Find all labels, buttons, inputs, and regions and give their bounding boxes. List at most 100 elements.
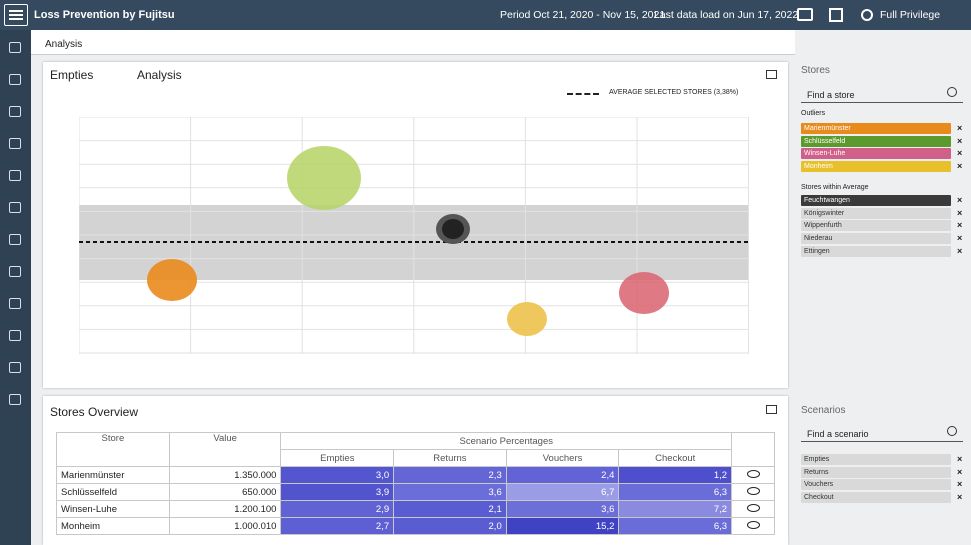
nav-icon[interactable] bbox=[9, 394, 21, 405]
nav-icon[interactable] bbox=[9, 170, 21, 181]
scenario-cell: 2,7 bbox=[280, 517, 395, 535]
header-cell: Vouchers bbox=[505, 449, 620, 467]
header-cell: Returns bbox=[393, 449, 507, 467]
scenario-cell: 3,6 bbox=[505, 500, 620, 518]
store-tag[interactable]: Winsen-Luhe bbox=[801, 148, 951, 160]
eye-icon[interactable] bbox=[746, 469, 760, 478]
cell: 1.350.000 bbox=[168, 466, 282, 484]
eye-cell bbox=[731, 483, 775, 501]
scenario-cell: 6,7 bbox=[505, 483, 620, 501]
table-row: Marienmünster 1.350.000 3,0 2,3 2,4 1,2 bbox=[56, 466, 775, 484]
nav-icon[interactable] bbox=[9, 298, 21, 309]
table-row: Monheim 1.000.010 2,7 2,0 15,2 6,3 bbox=[56, 517, 775, 535]
period: Period Oct 21, 2020 - Nov 15, 2021 bbox=[500, 9, 666, 21]
scenario-cell: 2,1 bbox=[393, 500, 507, 518]
nav-icon[interactable] bbox=[9, 106, 21, 117]
remove-icon[interactable]: × bbox=[957, 479, 963, 490]
tab[interactable]: Analysis bbox=[137, 68, 182, 82]
scenario-cell: 6,3 bbox=[618, 517, 733, 535]
breadcrumb[interactable]: Analysis bbox=[45, 39, 83, 50]
nav-icon[interactable] bbox=[9, 362, 21, 373]
scenario-search[interactable]: Find a scenario bbox=[801, 424, 963, 442]
nav-icon[interactable] bbox=[9, 202, 21, 213]
legend-label: AVERAGE SELECTED STORES (3,38%) bbox=[609, 89, 739, 96]
scenario-cell: 3,6 bbox=[393, 483, 507, 501]
cell: Schlüsselfeld bbox=[56, 483, 170, 501]
nav-icon[interactable] bbox=[9, 330, 21, 341]
scenario-cell: 2,0 bbox=[393, 517, 507, 535]
store-tag[interactable]: Schlüsselfeld bbox=[801, 135, 951, 147]
menu-button[interactable] bbox=[4, 4, 28, 26]
nav-icon[interactable] bbox=[9, 74, 21, 85]
remove-icon[interactable]: × bbox=[957, 466, 963, 477]
header-cell: Store bbox=[56, 432, 170, 467]
scenario-cell: 1,2 bbox=[618, 466, 733, 484]
header: Loss Prevention by Fujitsu Period Oct 21… bbox=[0, 0, 971, 30]
remove-icon[interactable]: × bbox=[957, 454, 963, 464]
legend-line bbox=[567, 93, 599, 95]
header-row: Store Value Scenario Percentages bbox=[56, 432, 775, 467]
scenario-cell: 2,9 bbox=[280, 500, 395, 518]
remove-icon[interactable]: × bbox=[957, 207, 963, 218]
bubble[interactable] bbox=[287, 146, 361, 210]
remove-icon[interactable]: × bbox=[957, 195, 963, 205]
bubble[interactable] bbox=[619, 272, 669, 314]
scenario-cell: 6,3 bbox=[618, 483, 733, 501]
nav-icon[interactable] bbox=[9, 42, 21, 53]
eye-icon[interactable] bbox=[746, 520, 760, 529]
eye-icon[interactable] bbox=[746, 503, 760, 512]
view-icon[interactable] bbox=[766, 405, 777, 414]
chart-panel: Empties Analysis AVERAGE SELECTED STORES… bbox=[43, 62, 788, 388]
eye-cell bbox=[731, 517, 775, 535]
remove-icon[interactable]: × bbox=[957, 492, 963, 503]
store-tag[interactable]: Checkout bbox=[801, 492, 951, 504]
header-cell: Checkout bbox=[618, 449, 733, 467]
stores-title: Stores bbox=[801, 65, 830, 76]
eye-icon[interactable] bbox=[746, 486, 760, 495]
within-title: Stores within Average bbox=[801, 184, 869, 191]
cell: Marienmünster bbox=[56, 466, 170, 484]
table-row: Winsen-Luhe 1.200.100 2,9 2,1 3,6 7,2 bbox=[56, 500, 775, 518]
notification-icon[interactable] bbox=[797, 8, 813, 21]
view-icon[interactable] bbox=[766, 70, 777, 79]
store-tag[interactable]: Wippenfurth bbox=[801, 220, 951, 232]
remove-icon[interactable]: × bbox=[957, 148, 963, 159]
scenario-cell: 7,2 bbox=[618, 500, 733, 518]
store-tag[interactable]: Feuchtwangen bbox=[801, 195, 951, 206]
user-icon[interactable] bbox=[861, 9, 873, 21]
cell: 650.000 bbox=[168, 483, 282, 501]
store-tag[interactable]: Marienmünster bbox=[801, 123, 951, 134]
remove-icon[interactable]: × bbox=[957, 220, 963, 231]
header-cell: Scenario Percentages bbox=[280, 432, 733, 450]
scenario-cell: 2,4 bbox=[505, 466, 620, 484]
nav-icon[interactable] bbox=[9, 234, 21, 245]
store-tag[interactable]: Returns bbox=[801, 466, 951, 478]
remove-icon[interactable]: × bbox=[957, 161, 963, 172]
fullscreen-icon[interactable] bbox=[829, 8, 843, 22]
store-tag[interactable]: Vouchers bbox=[801, 479, 951, 491]
store-search[interactable]: Find a store bbox=[801, 85, 963, 103]
tab[interactable]: Empties bbox=[50, 68, 94, 82]
store-tag[interactable]: Königswinter bbox=[801, 207, 951, 219]
app-title: Loss Prevention by Fujitsu bbox=[34, 9, 175, 21]
remove-icon[interactable]: × bbox=[957, 123, 963, 133]
store-tag[interactable]: Empties bbox=[801, 454, 951, 465]
cell: Monheim bbox=[56, 517, 170, 535]
remove-icon[interactable]: × bbox=[957, 135, 963, 146]
remove-icon[interactable]: × bbox=[957, 245, 963, 256]
bubble[interactable] bbox=[507, 302, 547, 336]
store-tag[interactable]: Monheim bbox=[801, 161, 951, 173]
header-cell: Empties bbox=[280, 449, 395, 467]
plot bbox=[79, 117, 749, 354]
remove-icon[interactable]: × bbox=[957, 233, 963, 244]
side-nav bbox=[0, 30, 31, 545]
cell: Winsen-Luhe bbox=[56, 500, 170, 518]
privilege[interactable]: Full Privilege bbox=[880, 9, 941, 21]
nav-icon[interactable] bbox=[9, 138, 21, 149]
header-cell: Value bbox=[168, 432, 282, 467]
store-tag[interactable]: Ettingen bbox=[801, 245, 951, 257]
bubble[interactable] bbox=[147, 259, 197, 301]
nav-icon[interactable] bbox=[9, 266, 21, 277]
store-tag[interactable]: Niederau bbox=[801, 233, 951, 245]
